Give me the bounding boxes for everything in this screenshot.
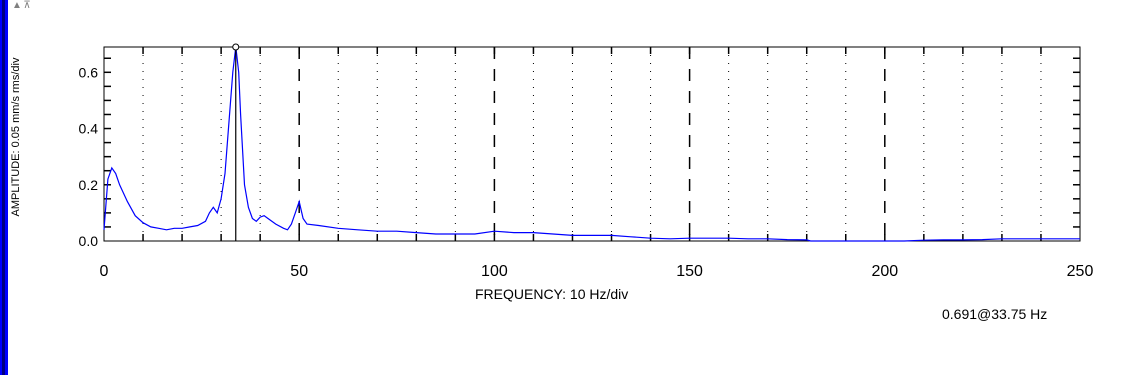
cursor-readout: 0.691@33.75 Hz xyxy=(942,306,1048,322)
y-tick-label: 0.4 xyxy=(79,121,99,137)
x-axis-label: FREQUENCY: 10 Hz/div xyxy=(475,286,629,302)
expand-top-icon[interactable]: ⊼ xyxy=(23,0,31,11)
ticks-layer xyxy=(104,47,1080,241)
x-tick-label: 200 xyxy=(871,263,898,280)
y-axis-label-box: AMPLITUDE: 0.05 mm/s rms/div xyxy=(8,30,24,244)
y-tick-label: 0.6 xyxy=(79,64,99,80)
y-tick-label: 0.0 xyxy=(79,233,99,249)
x-tick-label: 0 xyxy=(100,263,109,280)
x-tick-label: 100 xyxy=(481,263,508,280)
grid-layer xyxy=(142,47,1042,241)
series-line xyxy=(103,46,1080,242)
x-tick-label: 150 xyxy=(676,263,703,280)
top-toolbar: ▲⊼ xyxy=(12,0,32,12)
tick-labels-layer: 0 50 100 150 200 250 0.0 0.2 0.4 0.6 xyxy=(79,64,1094,280)
expand-up-icon[interactable]: ▲ xyxy=(12,0,22,11)
plot-frame xyxy=(103,46,1081,242)
y-axis-label: AMPLITUDE: 0.05 mm/s rms/div xyxy=(10,57,22,217)
left-edge-bar-inner xyxy=(2,0,5,375)
left-edge-bar xyxy=(0,0,8,375)
x-tick-label: 250 xyxy=(1067,263,1094,280)
y-tick-label: 0.2 xyxy=(79,177,99,193)
x-tick-label: 50 xyxy=(290,263,308,280)
cursor-marker xyxy=(232,43,240,51)
